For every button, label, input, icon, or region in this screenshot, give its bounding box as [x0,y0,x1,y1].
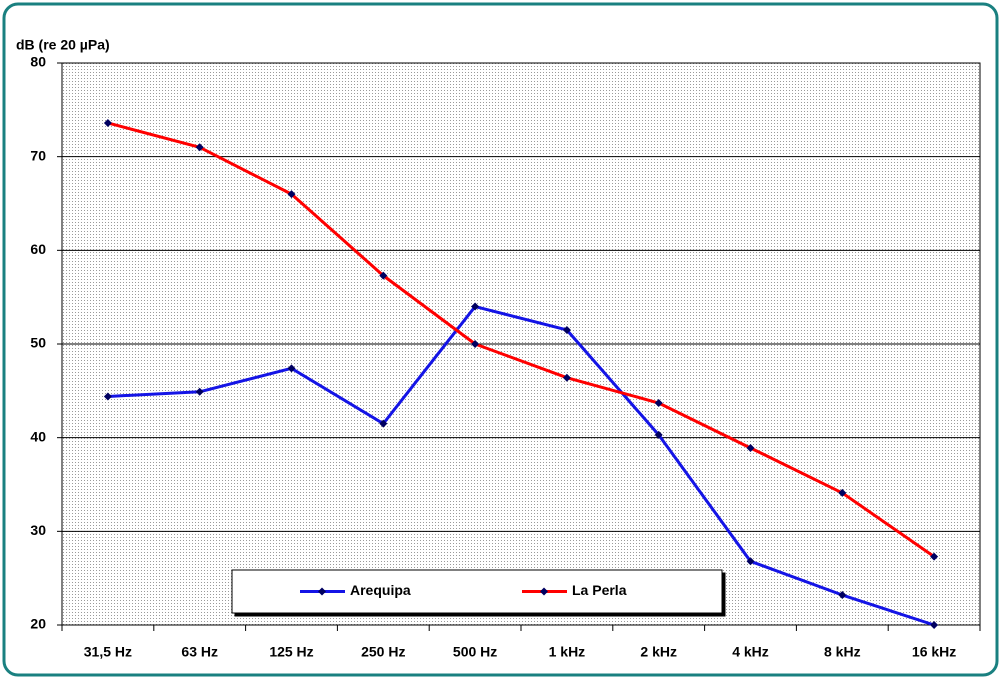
y-tick-label: 20 [30,616,46,632]
data-marker [838,591,847,600]
y-axis-label: dB (re 20 µPa) [16,37,110,53]
data-marker [379,271,388,280]
legend-label: Arequipa [350,582,411,598]
data-marker [195,143,204,152]
data-marker [103,118,112,127]
x-tick-label: 500 Hz [453,644,497,660]
series-line [107,121,935,558]
x-tick-label: 1 kHz [549,644,586,660]
y-tick-label: 80 [30,54,46,70]
x-tick-label: 63 Hz [181,644,218,660]
x-tick-label: 2 kHz [640,644,677,660]
data-marker [746,557,755,566]
legend-marker [318,587,326,596]
y-tick-label: 40 [30,428,46,444]
data-marker [654,399,663,408]
y-tick-label: 30 [30,522,46,538]
data-marker [287,364,296,373]
x-tick-label: 8 kHz [824,644,861,660]
legend: Arequipa La Perla [231,569,723,614]
y-tick-label: 60 [30,241,46,257]
data-marker [471,302,480,311]
x-tick-label: 31,5 Hz [84,644,132,660]
data-marker [379,419,388,428]
data-marker [103,392,112,401]
legend-marker [540,587,548,596]
data-marker [287,190,296,199]
data-marker [654,430,663,439]
legend-label: La Perla [572,582,627,598]
x-tick-label: 250 Hz [361,644,405,660]
y-tick-label: 50 [30,335,46,351]
x-tick-label: 16 kHz [912,644,956,660]
data-marker [562,373,571,382]
data-marker [838,488,847,497]
x-tick-label: 4 kHz [732,644,769,660]
x-tick-label: 125 Hz [269,644,313,660]
data-marker [195,387,204,396]
series-line [107,305,935,627]
data-marker [930,552,939,561]
data-marker [562,325,571,334]
data-marker [746,443,755,452]
data-marker [930,621,939,629]
data-marker [471,340,480,348]
y-tick-label: 70 [30,147,46,163]
